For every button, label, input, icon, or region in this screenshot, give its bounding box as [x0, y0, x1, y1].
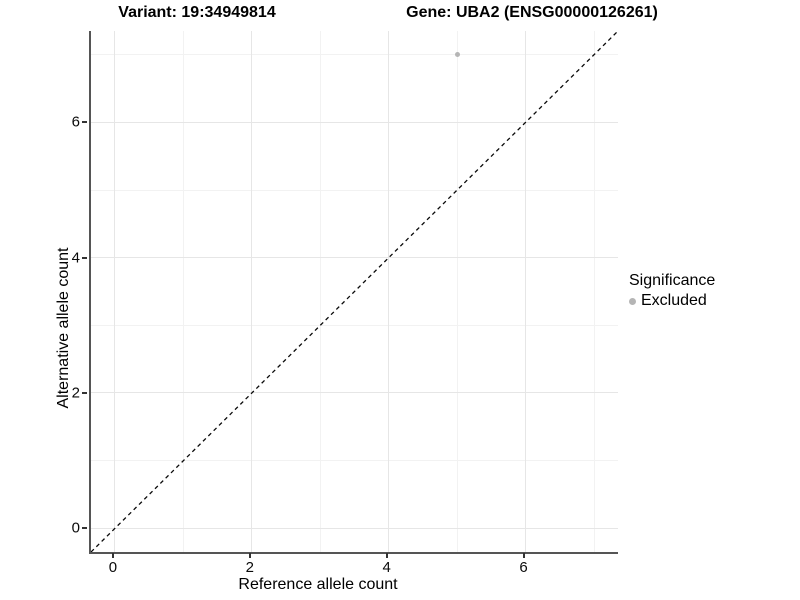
legend: Significance Excluded — [629, 271, 715, 310]
x-major-gridline — [251, 31, 253, 552]
legend-item-label: Excluded — [641, 292, 707, 309]
legend-point-marker — [629, 297, 636, 305]
y-minor-gridline — [91, 324, 618, 326]
x-tick-label: 0 — [108, 559, 118, 576]
y-major-gridline — [91, 121, 618, 123]
x-major-gridline — [114, 31, 116, 552]
y-minor-gridline — [91, 460, 618, 462]
y-major-gridline — [91, 392, 618, 394]
x-tick-label: 4 — [382, 559, 391, 576]
legend-item-excluded: Excluded — [629, 292, 715, 310]
y-tick-label: 0 — [71, 519, 80, 537]
plot-title-gene: Gene: UBA2 (ENSG00000126261) — [406, 4, 658, 21]
y-axis-tick — [82, 121, 87, 124]
x-axis-tick — [522, 553, 525, 558]
y-minor-gridline — [91, 54, 618, 56]
y-tick-label: 2 — [71, 384, 80, 402]
x-minor-gridline — [182, 31, 184, 552]
y-axis-title: Alternative allele count — [55, 247, 72, 409]
x-minor-gridline — [319, 31, 321, 552]
x-axis-tick — [248, 553, 251, 558]
y-axis-tick — [82, 256, 87, 259]
x-axis-tick — [385, 553, 388, 558]
data-point — [454, 52, 460, 58]
x-major-gridline — [525, 31, 527, 552]
y-major-gridline — [91, 257, 618, 259]
y-minor-gridline — [91, 189, 618, 191]
x-minor-gridline — [456, 31, 458, 552]
y-major-gridline — [91, 527, 618, 529]
x-tick-label: 2 — [245, 559, 254, 576]
y-axis-tick — [82, 391, 87, 394]
y-tick-label: 4 — [71, 249, 80, 267]
x-major-gridline — [388, 31, 390, 552]
x-minor-gridline — [593, 31, 595, 552]
x-axis-title: Reference allele count — [238, 576, 398, 593]
plot-panel — [89, 31, 618, 554]
legend-title: Significance — [629, 272, 716, 289]
plot-title-variant: Variant: 19:34949814 — [118, 4, 276, 21]
y-axis-tick — [82, 527, 87, 530]
y-tick-label: 6 — [71, 113, 80, 131]
identity-line — [91, 31, 618, 552]
x-tick-label: 6 — [519, 559, 528, 576]
x-axis-tick — [111, 553, 114, 558]
